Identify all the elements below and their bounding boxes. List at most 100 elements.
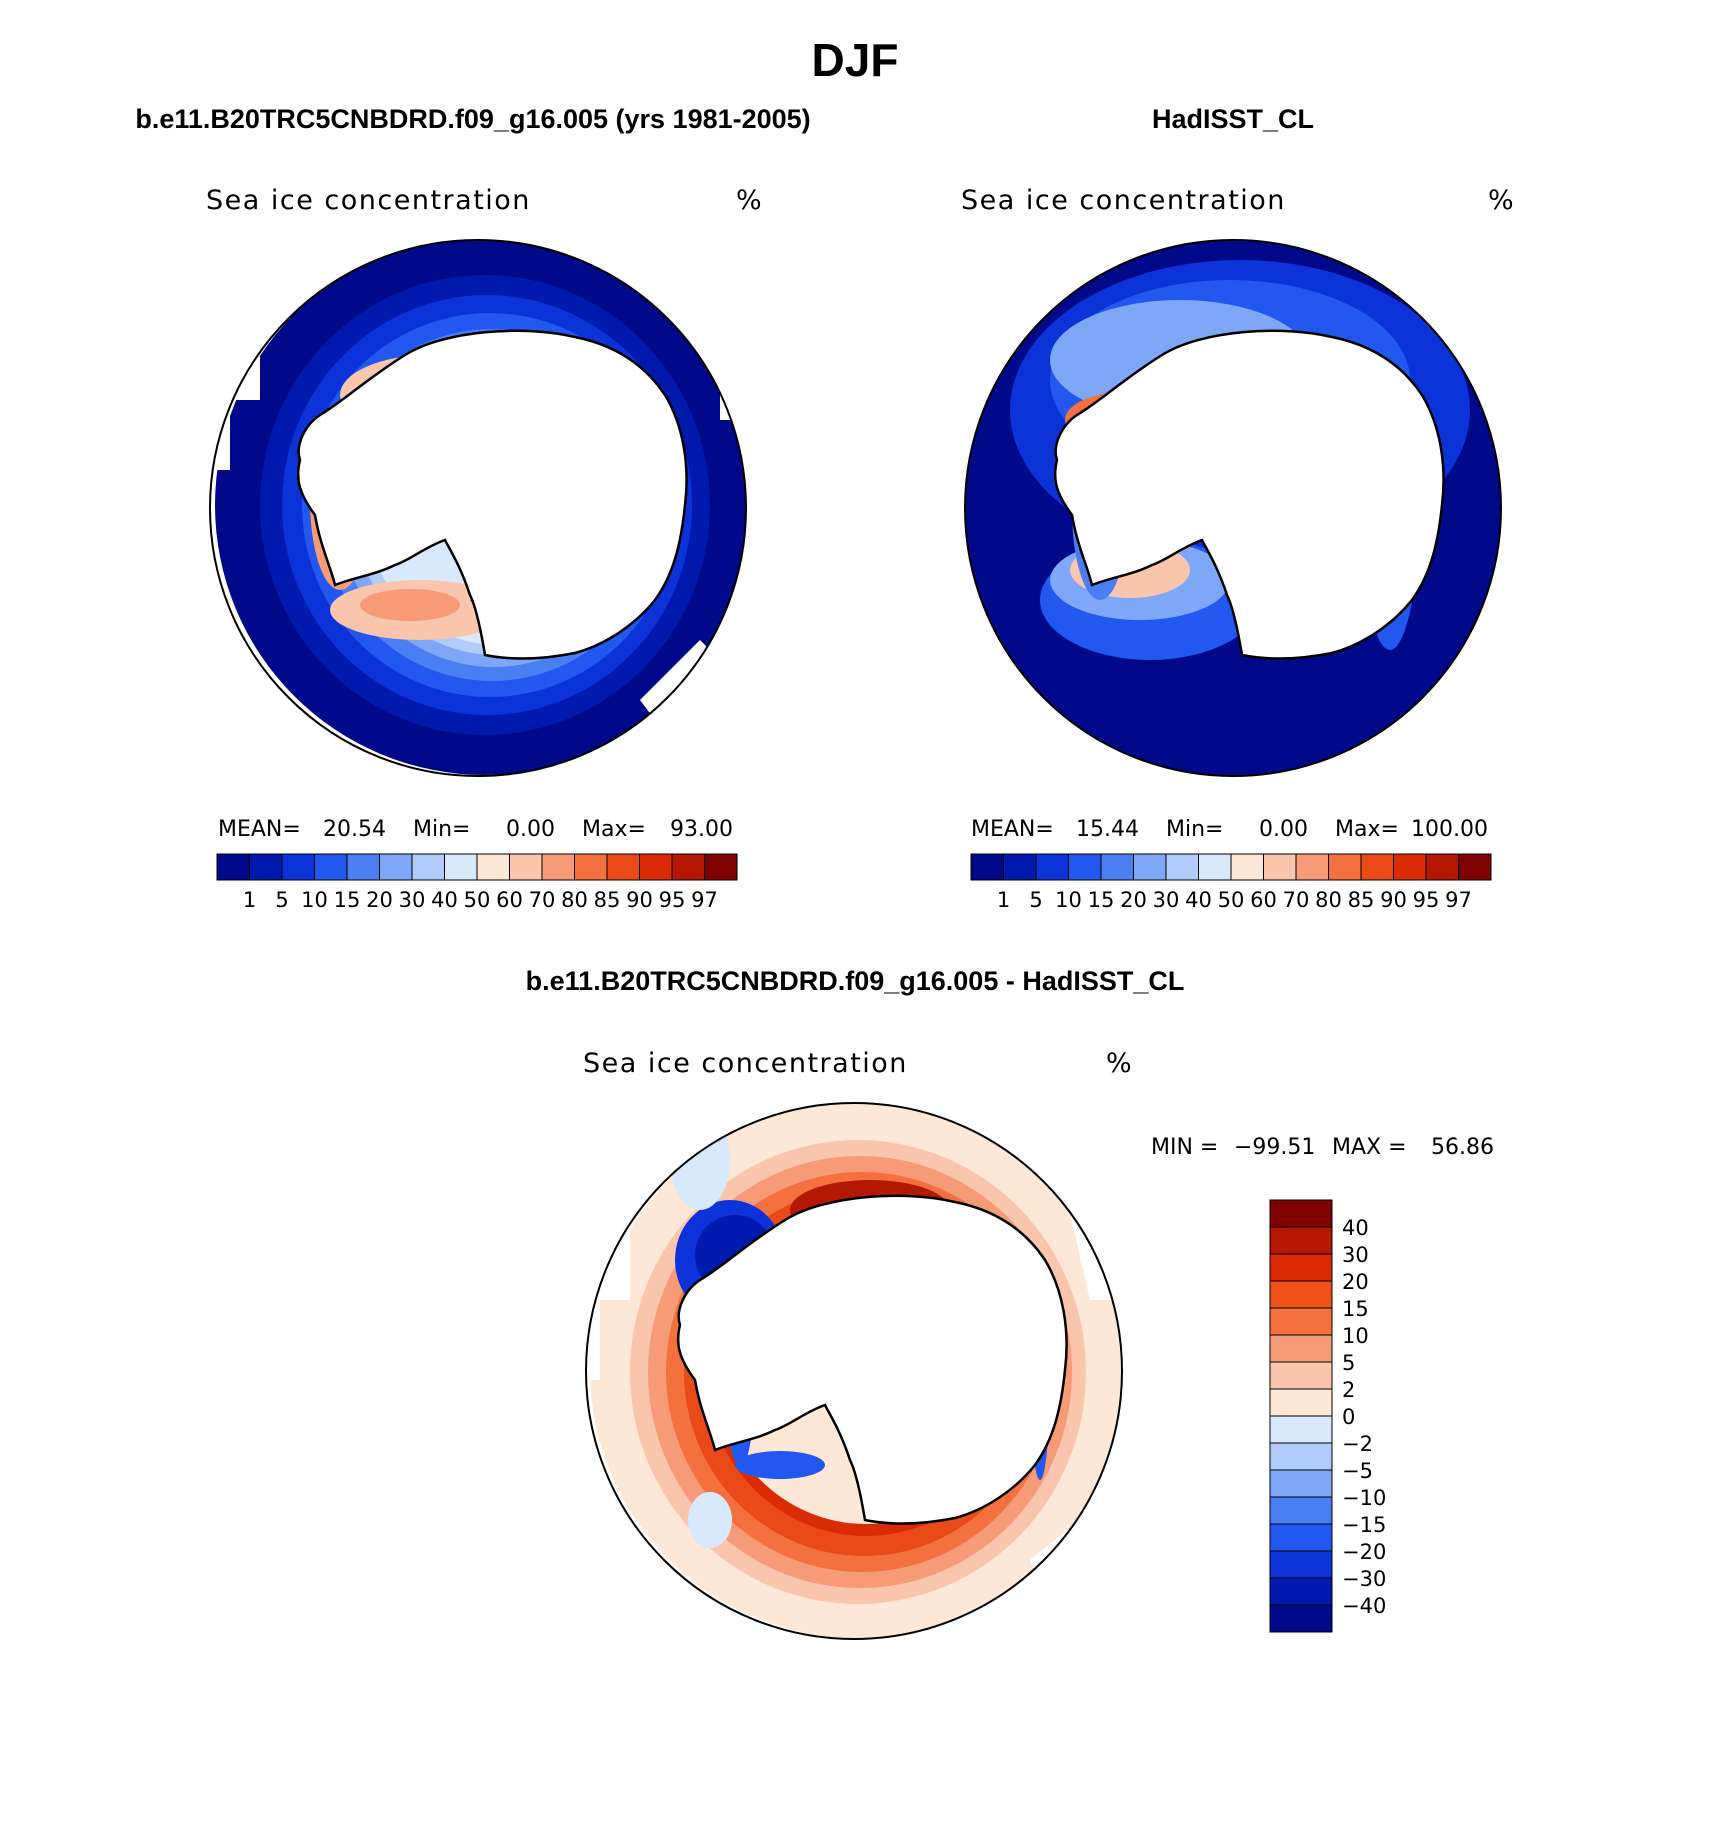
colorbar-swatch xyxy=(1360,853,1394,881)
colorbar-tick-label: −20 xyxy=(1342,1540,1386,1564)
colorbar-swatch xyxy=(1068,853,1102,881)
left-colorbar: 1 5 10 15 20 30 40 50 60 70 80 85 90 95 97 xyxy=(216,853,738,912)
colorbar-swatch xyxy=(379,853,413,881)
diff-units-label: % xyxy=(1106,1048,1132,1079)
colorbar-swatch xyxy=(444,853,478,881)
colorbar-swatch xyxy=(1269,1523,1333,1552)
left-min-value: 0.00 xyxy=(506,817,555,842)
colorbar-tick-label: 10 xyxy=(1055,888,1082,912)
diff-panel: Sea ice concentration % xyxy=(583,1048,1494,1640)
colorbar-tick-label: 20 xyxy=(1120,888,1147,912)
colorbar-tick-label: 97 xyxy=(1445,888,1472,912)
colorbar-swatch xyxy=(1003,853,1037,881)
colorbar-swatch xyxy=(1035,853,1069,881)
main-title: DJF xyxy=(812,34,899,86)
colorbar-swatch xyxy=(1328,853,1362,881)
colorbar-swatch xyxy=(1269,1496,1333,1525)
colorbar-swatch xyxy=(1100,853,1134,881)
colorbar-tick-label: 5 xyxy=(1342,1351,1355,1375)
left-mean-value: 20.54 xyxy=(323,817,386,842)
colorbar-swatch xyxy=(476,853,510,881)
left-max-label: Max= xyxy=(582,817,646,842)
colorbar-tick-label: 10 xyxy=(1342,1324,1369,1348)
colorbar-swatch xyxy=(1269,1361,1333,1390)
right-max-value: 100.00 xyxy=(1411,817,1488,842)
colorbar-tick-label: 5 xyxy=(1029,888,1042,912)
diff-min-value: −99.51 xyxy=(1234,1135,1315,1160)
colorbar-swatch xyxy=(1295,853,1329,881)
colorbar-tick-label: 97 xyxy=(691,888,718,912)
colorbar-swatch xyxy=(1269,1280,1333,1309)
colorbar-tick-label: −30 xyxy=(1342,1567,1386,1591)
colorbar-tick-label: −2 xyxy=(1342,1432,1373,1456)
colorbar-swatch xyxy=(1269,1334,1333,1363)
colorbar-tick-label: 15 xyxy=(334,888,361,912)
colorbar-swatch xyxy=(1269,1415,1333,1444)
colorbar-tick-label: 85 xyxy=(594,888,621,912)
colorbar-tick-label: 90 xyxy=(1380,888,1407,912)
left-panel: Sea ice concentration % xyxy=(206,185,762,912)
colorbar-tick-label: 40 xyxy=(1342,1216,1369,1240)
colorbar-tick-label: 95 xyxy=(659,888,686,912)
colorbar-swatch xyxy=(509,853,543,881)
left-min-label: Min= xyxy=(413,817,470,842)
colorbar-swatch xyxy=(671,853,705,881)
colorbar-tick-label: 20 xyxy=(1342,1270,1369,1294)
right-panel: Sea ice concentration % MEAN= 1 xyxy=(961,185,1514,912)
colorbar-swatch xyxy=(1458,853,1492,881)
right-max-label: Max= xyxy=(1335,817,1399,842)
panel-left-title: b.e11.B20TRC5CNBDRD.f09_g16.005 (yrs 198… xyxy=(135,104,810,134)
colorbar-swatch xyxy=(1263,853,1297,881)
colorbar-swatch xyxy=(1269,1226,1333,1255)
colorbar-swatch xyxy=(216,853,250,881)
left-map xyxy=(209,239,747,777)
colorbar-swatch xyxy=(411,853,445,881)
left-max-value: 93.00 xyxy=(670,817,733,842)
colorbar-swatch xyxy=(1425,853,1459,881)
colorbar-swatch xyxy=(1269,1604,1333,1633)
colorbar-tick-label: 20 xyxy=(366,888,393,912)
colorbar-swatch xyxy=(1230,853,1264,881)
colorbar-tick-label: 1 xyxy=(243,888,256,912)
colorbar-tick-label: 60 xyxy=(1250,888,1277,912)
colorbar-tick-label: −40 xyxy=(1342,1594,1386,1618)
colorbar-swatch xyxy=(1269,1577,1333,1606)
diff-max-value: 56.86 xyxy=(1431,1135,1494,1160)
diff-max-label: MAX = xyxy=(1332,1135,1407,1160)
diff-variable-label: Sea ice concentration xyxy=(583,1048,908,1079)
colorbar-swatch xyxy=(704,853,738,881)
colorbar-tick-label: 50 xyxy=(1218,888,1245,912)
colorbar-swatch xyxy=(1165,853,1199,881)
right-units-label: % xyxy=(1488,185,1514,216)
colorbar-tick-label: 80 xyxy=(561,888,588,912)
colorbar-swatch xyxy=(1198,853,1232,881)
colorbar-tick-label: 10 xyxy=(301,888,328,912)
colorbar-tick-label: −5 xyxy=(1342,1459,1373,1483)
right-map xyxy=(964,239,1502,777)
colorbar-tick-label: 15 xyxy=(1342,1297,1369,1321)
colorbar-tick-label: 95 xyxy=(1413,888,1440,912)
colorbar-swatch xyxy=(1269,1550,1333,1579)
right-min-label: Min= xyxy=(1166,817,1223,842)
colorbar-swatch xyxy=(541,853,575,881)
diff-map xyxy=(585,1102,1123,1640)
left-variable-label: Sea ice concentration xyxy=(206,185,531,216)
colorbar-tick-label: 90 xyxy=(626,888,653,912)
right-min-value: 0.00 xyxy=(1259,817,1308,842)
colorbar-tick-label: 5 xyxy=(275,888,288,912)
colorbar-swatch xyxy=(1269,1388,1333,1417)
colorbar-tick-label: 2 xyxy=(1342,1378,1355,1402)
colorbar-tick-label: 1 xyxy=(997,888,1010,912)
colorbar-swatch xyxy=(1269,1442,1333,1471)
left-units-label: % xyxy=(736,185,762,216)
colorbar-tick-label: 30 xyxy=(1342,1243,1369,1267)
right-mean-label: MEAN= xyxy=(971,817,1054,842)
colorbar-swatch xyxy=(574,853,608,881)
colorbar-tick-label: 40 xyxy=(1185,888,1212,912)
colorbar-tick-label: 60 xyxy=(496,888,523,912)
right-mean-value: 15.44 xyxy=(1076,817,1139,842)
colorbar-tick-label: −15 xyxy=(1342,1513,1386,1537)
colorbar-swatch xyxy=(1133,853,1167,881)
colorbar-swatch xyxy=(1269,1307,1333,1336)
